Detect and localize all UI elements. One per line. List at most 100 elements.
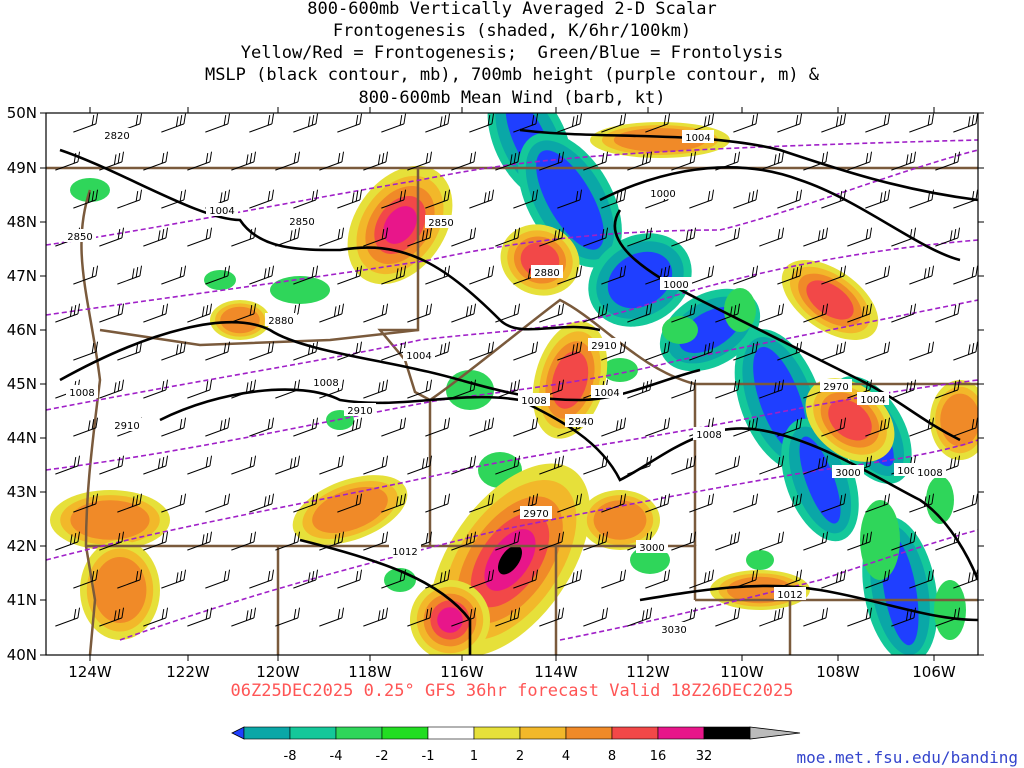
lon-label: 112W [626, 663, 670, 681]
wind-barb [73, 569, 99, 589]
wind-barb [407, 303, 433, 323]
mslp-label: 1004 [406, 351, 431, 362]
wind-barb [777, 569, 803, 589]
wind-barb [715, 379, 741, 399]
wind-barb [275, 151, 301, 171]
wind-barb [847, 303, 873, 323]
wind-barb [161, 265, 187, 285]
wind-barb [249, 189, 275, 209]
shade-blob [270, 276, 330, 304]
wind-barb [469, 265, 495, 285]
wind-barb [205, 417, 231, 437]
wind-barb [583, 455, 609, 475]
wind-barb [381, 265, 407, 285]
wind-barb [759, 455, 785, 475]
wind-barb [601, 493, 627, 513]
height-contour [46, 139, 978, 246]
wind-barb [73, 265, 99, 285]
colorbar-tick-label: 2 [516, 749, 524, 764]
mslp-label: 1004 [209, 206, 234, 217]
wind-barb [451, 303, 477, 323]
wind-barb [539, 227, 565, 247]
colorbar-swatch [473, 726, 521, 740]
wind-barb [777, 189, 803, 209]
lat-label: 49N [7, 159, 37, 177]
mslp-contour [759, 428, 978, 581]
mslp-label-bg [857, 392, 889, 405]
wind-barb [689, 341, 715, 361]
lat-label: 46N [7, 321, 37, 339]
wind-barb [865, 341, 891, 361]
wind-barb [451, 607, 477, 627]
wind-barb [205, 341, 231, 361]
wind-barb [249, 265, 275, 285]
wind-barb [865, 189, 891, 209]
title-line-2: Frontogenesis (shaded, K/6hr/100km) [332, 21, 692, 41]
wind-barb [337, 417, 363, 437]
wind-barb [293, 341, 319, 361]
shade-blob [312, 486, 388, 534]
wind-barb [539, 455, 565, 475]
height-label: 2910 [591, 341, 616, 352]
wind-barb [187, 227, 213, 247]
wind-barb [803, 303, 829, 323]
wind-barb [99, 379, 125, 399]
wind-barb [689, 189, 715, 209]
wind-barb [953, 189, 978, 209]
wind-barb [847, 227, 873, 247]
shade-blob [220, 306, 260, 334]
wind-barb [909, 113, 935, 133]
wind-barb [55, 531, 81, 551]
mslp-label-bg [66, 385, 98, 398]
mslp-label-bg [660, 277, 692, 290]
wind-barb [469, 493, 495, 513]
mslp-contour [159, 388, 761, 482]
wind-barb [601, 569, 627, 589]
colorbar-swatch [611, 726, 659, 740]
colorbar-tick-label: 8 [608, 749, 616, 764]
wind-barb [601, 341, 627, 361]
wind-barb [671, 531, 697, 551]
wind-barb [187, 379, 213, 399]
height-label-bg [832, 465, 864, 478]
wind-barb [495, 455, 521, 475]
wind-barb [733, 113, 759, 133]
height-label-bg [111, 418, 143, 431]
lon-label: 114W [534, 663, 578, 681]
wind-barb [187, 151, 213, 171]
wind-barb [759, 227, 785, 247]
wind-barb [231, 379, 257, 399]
wind-barb [293, 493, 319, 513]
credit-link[interactable]: moe.met.fsu.edu/banding [796, 748, 1018, 767]
colorbar-swatch [243, 726, 291, 740]
wind-barb [451, 531, 477, 551]
wind-barb [425, 417, 451, 437]
wind-barb [715, 607, 741, 627]
height-label: 2820 [104, 131, 129, 142]
height-contours [46, 139, 978, 641]
wind-barb [275, 227, 301, 247]
wind-barb [689, 493, 715, 513]
mslp-contours [59, 128, 978, 655]
wind-barb [557, 569, 583, 589]
wind-barb [821, 189, 847, 209]
wind-barb [73, 189, 99, 209]
wind-barb [425, 189, 451, 209]
wind-barb [337, 341, 363, 361]
wind-barb [583, 303, 609, 323]
wind-barb [865, 265, 891, 285]
wind-barb [363, 455, 389, 475]
wind-barb [847, 607, 873, 627]
wind-barb [953, 265, 978, 285]
wind-barb [865, 417, 891, 437]
wind-barb [275, 607, 301, 627]
wind-barb [363, 607, 389, 627]
wind-barb [803, 531, 829, 551]
height-label: 2910 [347, 406, 372, 417]
colorbar-swatch [565, 726, 613, 740]
wind-barb [909, 569, 935, 589]
wind-barb [381, 569, 407, 589]
mslp-label-bg [693, 427, 725, 440]
wind-barb [99, 531, 125, 551]
wind-barb [733, 493, 759, 513]
